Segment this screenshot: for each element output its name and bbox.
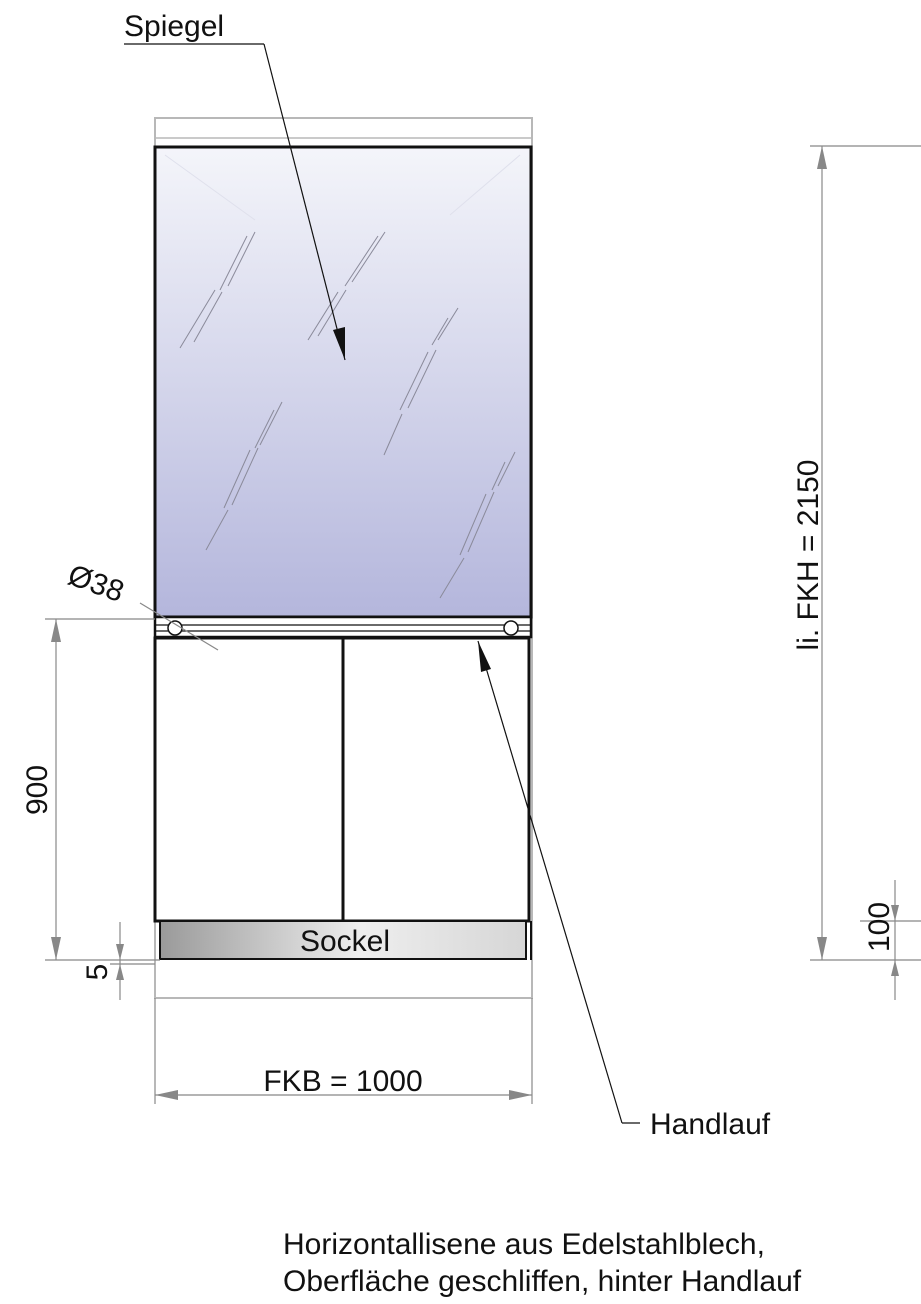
total-height-label: li. FKH = 2150	[792, 460, 825, 651]
note-line-1: Horizontallisene aus Edelstahlblech,	[283, 1228, 765, 1261]
plinth	[159, 920, 527, 960]
gap-dim-arrow-top	[116, 944, 124, 960]
handrail-label: Handlauf	[650, 1108, 771, 1141]
mirror-glints	[179, 231, 516, 599]
total-dim-arrow-bottom	[817, 937, 827, 960]
mirror-panel	[153, 145, 533, 619]
plinth-dim-arrow-top	[891, 905, 899, 921]
handrail-bracket-right	[503, 620, 519, 636]
note-line-2: Oberfläche geschliffen, hinter Handlauf	[283, 1265, 802, 1298]
diameter-leader	[139, 602, 219, 651]
plinth-height-dimension	[860, 880, 921, 1000]
width-dimension-label: FKB = 1000	[263, 1065, 422, 1098]
lower-height-label: 900	[21, 765, 54, 815]
handrail-bracket-left	[167, 620, 183, 636]
plinth-label: Sockel	[300, 925, 390, 958]
mirror-label: Spiegel	[124, 10, 224, 43]
handrail-leader	[477, 640, 640, 1124]
lower-dim-arrow-bottom	[51, 937, 61, 960]
width-dim-arrow-left	[155, 1090, 178, 1100]
lower-height-dimension	[45, 618, 160, 961]
diameter-label: Ø38	[64, 559, 129, 609]
width-dim-arrow-right	[509, 1090, 532, 1100]
plinth-gap-dimension	[110, 922, 155, 1000]
plinth-dim-arrow-bottom	[891, 960, 899, 976]
plinth-gap-label: 5	[81, 964, 114, 981]
mirror-leader	[124, 43, 346, 361]
mirror-reflection-line	[164, 154, 256, 221]
total-dim-arrow-top	[817, 146, 827, 169]
gap-dim-arrow-bottom	[116, 964, 124, 980]
mirror-reflection-line	[449, 154, 521, 216]
total-height-dimension	[810, 145, 921, 961]
lower-dim-arrow-top	[51, 619, 61, 642]
handrail-band	[153, 615, 533, 639]
width-dimension	[154, 998, 533, 1104]
plinth-height-label: 100	[863, 902, 896, 952]
